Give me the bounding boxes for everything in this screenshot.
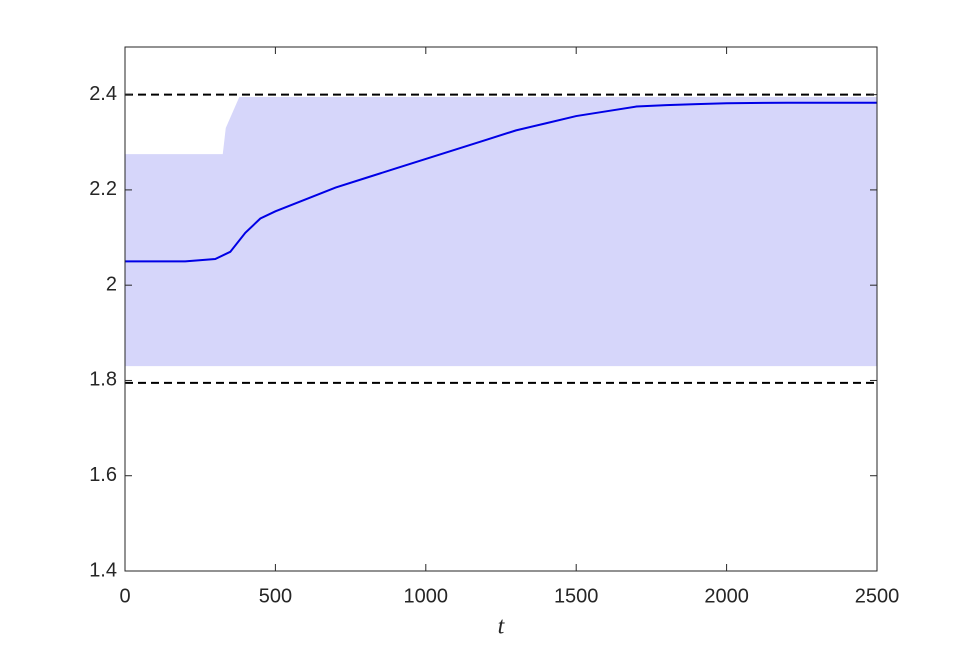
y-tick-label: 1.6: [89, 464, 117, 486]
y-tick-label: 2: [106, 273, 117, 295]
y-tick-label: 1.4: [89, 559, 117, 581]
x-tick-label: 1500: [554, 585, 599, 607]
band: [125, 97, 877, 367]
axes-box: [124, 46, 878, 572]
x-axis-label: t: [498, 614, 506, 640]
series-line: [125, 101, 877, 263]
y-tick-label: 2.4: [89, 83, 117, 105]
x-tick-label: 500: [259, 585, 292, 607]
y-tick-label: 1.8: [89, 369, 117, 391]
x-tick-label: 0: [119, 585, 130, 607]
y-tick-label: 2.2: [89, 178, 117, 200]
x-tick-label: 1000: [404, 585, 449, 607]
x-tick-label: 2000: [704, 585, 749, 607]
x-tick-label: 2500: [855, 585, 900, 607]
